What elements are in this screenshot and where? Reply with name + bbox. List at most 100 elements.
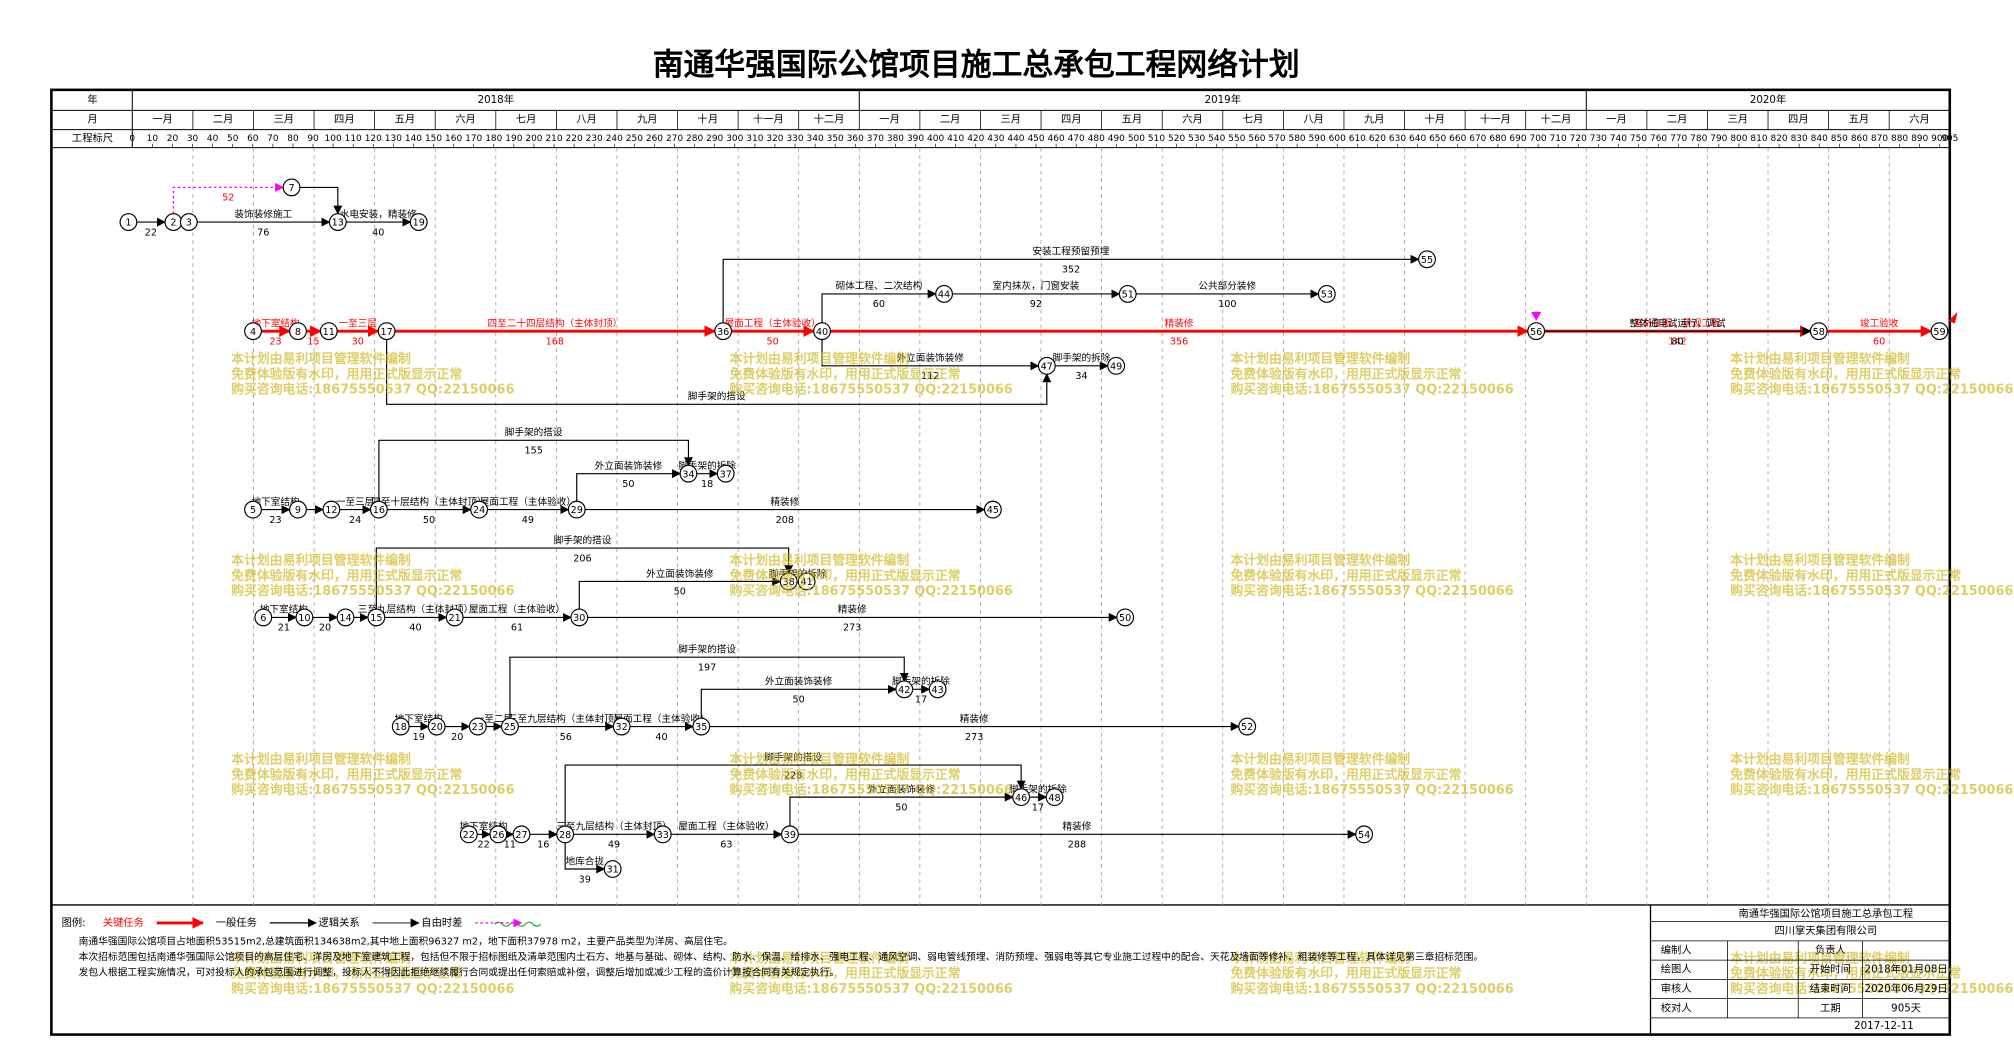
activity-name: 外立面装饰装修	[897, 352, 965, 364]
watermark: 本计划由易利项目管理软件编制	[1730, 751, 1910, 767]
activity-duration: 40	[372, 227, 384, 238]
activity-name: 竣工验收	[1860, 317, 1899, 329]
activity-duration: 39	[579, 874, 591, 885]
node-label: 16	[373, 505, 385, 516]
scale-label: 510	[1148, 134, 1165, 144]
activity-name: 三至九层结构（主体封顶）	[508, 713, 624, 725]
node	[935, 285, 953, 303]
node	[369, 500, 388, 519]
node-label: 1	[125, 218, 131, 229]
activity-name: 脚手架的搭设	[688, 391, 746, 403]
scale-label: 160	[445, 134, 462, 144]
watermark: 免费体验版有水印，用用正式版显示正常	[1230, 966, 1461, 982]
activity-arrow	[789, 792, 1014, 826]
activity-name: 地下室结构	[460, 821, 509, 833]
watermark: 免费体验版有水印，用用正式版显示正常	[1230, 767, 1461, 783]
month-label: 四月	[1788, 113, 1809, 125]
node-label: 40	[816, 327, 828, 338]
month-label: 九月	[637, 113, 658, 125]
info-key: 结束时间	[1810, 982, 1851, 995]
scale-label: 570	[1268, 134, 1285, 144]
scale-label: 500	[1128, 134, 1145, 144]
month-label: 四月	[1061, 113, 1082, 125]
node	[570, 608, 589, 627]
watermark: 购买咨询电话:18675550537 QQ:22150066	[1230, 583, 1513, 599]
node	[500, 717, 519, 736]
activity-duration: 50	[674, 587, 686, 598]
node	[612, 717, 631, 736]
month-label: 九月	[1364, 113, 1385, 125]
info-key: 工期	[1820, 1002, 1841, 1014]
node	[679, 464, 698, 483]
activity-duration: 23	[269, 515, 281, 526]
node-label: 59	[1933, 327, 1945, 338]
node-label: 21	[449, 613, 461, 624]
scale-label: 100	[325, 134, 342, 144]
scale-label: 290	[706, 134, 723, 144]
activity-name: 脚手架的拆除	[1009, 783, 1067, 795]
node-label: 35	[695, 722, 707, 733]
activity-name: 外立面装饰装修	[646, 568, 714, 580]
node-label: 30	[573, 613, 585, 624]
node-label: 17	[380, 327, 392, 338]
node-label: 31	[607, 865, 619, 876]
activity-name: 地下室结构	[251, 317, 300, 329]
node	[328, 213, 347, 231]
node	[244, 500, 262, 519]
scale-label: 130	[385, 134, 402, 144]
end-marker	[1948, 311, 1958, 324]
node-label: 23	[472, 722, 484, 733]
month-label: 二月	[940, 113, 961, 125]
watermark: 免费体验版有水印，用用正式版显示正常	[231, 767, 462, 783]
month-label: 十一月	[753, 112, 784, 125]
watermark: 购买咨询电话:18675550537 QQ:22150066	[1230, 382, 1513, 398]
activity-name: 室外工程，景观工程	[1634, 317, 1721, 329]
watermark: 本计划由易利项目管理软件编制	[1230, 751, 1410, 767]
activity-arrow	[386, 339, 1052, 405]
node-label: 28	[559, 830, 571, 841]
scale-label: 640	[1409, 134, 1426, 144]
node	[282, 178, 301, 197]
node-label: 38	[783, 577, 795, 588]
scale-label: 20	[167, 134, 179, 144]
year-label: 2018年	[478, 93, 514, 106]
info-left: 绘图人	[1661, 963, 1692, 976]
watermark: 本计划由易利项目管理软件编制	[231, 950, 411, 966]
node-label: 2	[170, 218, 176, 229]
activity-duration: 50	[423, 515, 435, 526]
node	[895, 680, 914, 699]
scale-label: 220	[566, 134, 583, 144]
watermark: 购买咨询电话:18675550537 QQ:22150066	[1230, 782, 1513, 798]
month-label: 六月	[1909, 113, 1930, 125]
scale-label: 670	[1469, 134, 1486, 144]
node	[470, 500, 489, 519]
activity-arrow	[509, 656, 909, 719]
node	[1238, 717, 1257, 736]
activity-arrow	[821, 339, 1040, 371]
note: 发包人根据工程实施情况，可对投标人的承包范围进行调整，投标人不得因此拒绝继续履行…	[78, 965, 840, 978]
scale-label: 10	[147, 134, 159, 144]
activity-duration: 40	[409, 623, 421, 634]
month-label: 五月	[1849, 113, 1870, 125]
activity-duration: 60	[1873, 336, 1885, 347]
scale-label: 0	[129, 134, 135, 144]
scale-label: 880	[1891, 134, 1908, 144]
scale-label: 900	[1931, 134, 1948, 144]
node	[295, 608, 314, 627]
scale-label: 840	[1811, 134, 1828, 144]
activity-duration: 49	[522, 515, 534, 526]
scale-label: 150	[425, 134, 442, 144]
node	[716, 464, 735, 483]
scale-label: 380	[887, 134, 904, 144]
node	[322, 500, 341, 519]
watermark: 免费体验版有水印，用用正式版显示正常	[1730, 366, 1961, 382]
activity-duration: 60	[873, 299, 885, 310]
activity-name: 一至二层	[475, 714, 514, 725]
activity-arrow	[172, 182, 285, 214]
scale-label: 460	[1048, 134, 1065, 144]
node-label: 13	[332, 218, 344, 229]
scale-label: 850	[1831, 134, 1848, 144]
scale-label: 350	[827, 134, 844, 144]
month-label: 一月	[1606, 113, 1627, 125]
scale-label: 260	[646, 134, 663, 144]
